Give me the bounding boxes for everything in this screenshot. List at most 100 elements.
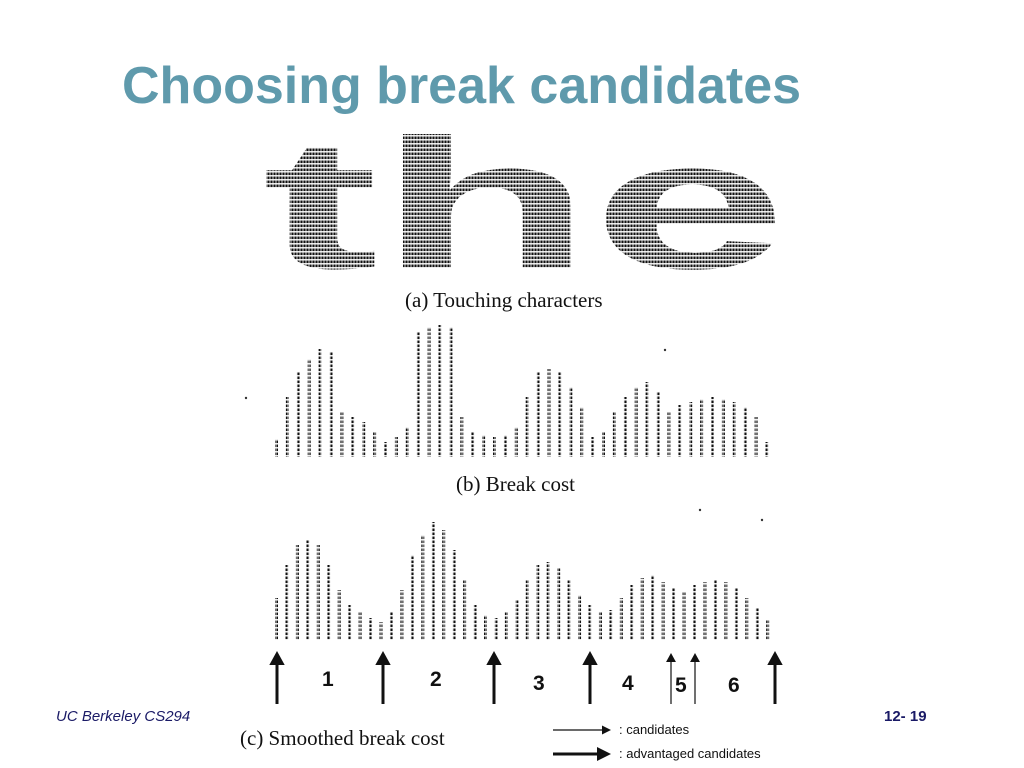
smoothed-break-cost-bar [463, 580, 467, 640]
smoothed-break-cost-bar [672, 588, 676, 640]
smoothed-break-cost-bar [431, 522, 435, 640]
smoothed-break-cost-bar [766, 620, 770, 640]
legend-advantaged-label: : advantaged candidates [619, 746, 761, 761]
smoothed-break-cost-bar [285, 565, 289, 640]
break-cost-bar [678, 405, 682, 457]
break-cost-bar [525, 397, 529, 457]
segment-label-4: 4 [622, 672, 634, 695]
smoothed-break-cost-bar [536, 565, 540, 640]
break-cost-bar [754, 417, 758, 457]
smoothed-break-cost-bar [525, 580, 529, 640]
smoothed-break-cost-bar [484, 615, 487, 640]
smoothed-break-cost-bar [369, 618, 373, 640]
smoothed-break-cost-bar [588, 605, 592, 640]
candidate-arrow-head [666, 653, 676, 662]
break-cost-bar [427, 327, 431, 457]
smoothed-break-cost-bar [358, 612, 362, 640]
break-cost-bar [602, 432, 605, 457]
break-cost-bar [460, 417, 464, 457]
break-cost-bar [482, 435, 486, 457]
break-cost-bar [373, 432, 377, 457]
smoothed-break-cost-bar [316, 545, 320, 640]
break-cost-bar [711, 397, 714, 457]
break-cost-bar [493, 437, 496, 457]
advantaged-candidate-arrow-head [767, 651, 783, 665]
break-cost-bar [667, 412, 671, 457]
slide-title: Choosing break candidates [122, 57, 802, 115]
break-cost-bar [536, 372, 540, 457]
smoothed-break-cost-bar [640, 578, 644, 640]
smoothed-break-cost-bar [734, 588, 738, 640]
caption-smoothed-break-cost: (c) Smoothed break cost [240, 726, 445, 750]
smoothed-break-cost-bar [348, 605, 352, 640]
smoothed-break-cost-bar [682, 592, 686, 640]
break-cost-bar [612, 412, 616, 457]
smoothed-break-cost-bar [693, 585, 696, 640]
break-cost-bar [394, 437, 398, 457]
legend-candidate-arrow-head [602, 725, 611, 735]
smoothed-break-cost-bar [651, 575, 655, 640]
legend-advantaged-arrow-head [597, 747, 611, 761]
scan-speck [698, 508, 702, 512]
break-cost-bar [591, 437, 595, 457]
smoothed-break-cost-bar [703, 582, 707, 640]
smoothed-break-cost-bar [755, 608, 759, 640]
segment-label-3: 3 [533, 672, 545, 695]
footer-page-number: 12- 19 [884, 708, 927, 725]
break-cost-bar [503, 435, 507, 457]
break-cost-bar [623, 397, 627, 457]
break-cost-bar [558, 372, 562, 457]
break-cost-bar [285, 397, 289, 457]
break-cost-bar [700, 399, 704, 457]
break-cost-bar [275, 439, 278, 457]
caption-break-cost: (b) Break cost [456, 472, 575, 496]
segment-label-6: 6 [728, 674, 740, 697]
smoothed-break-cost-bar [609, 610, 613, 640]
smoothed-break-cost-bar [578, 595, 582, 640]
smoothed-break-cost-bar [619, 598, 623, 640]
smoothed-break-cost-bar [494, 618, 498, 640]
segment-label-5: 5 [675, 674, 687, 697]
legend-candidates-label: : candidates [619, 722, 690, 737]
smoothed-break-cost-bar [661, 582, 665, 640]
smoothed-break-cost-bar [452, 550, 456, 640]
break-cost-bar [580, 407, 584, 457]
smoothed-break-cost-bar [410, 555, 414, 640]
smoothed-break-cost-bar [421, 535, 425, 640]
smoothed-break-cost-bar [557, 568, 561, 640]
break-cost-bar [340, 412, 344, 457]
break-cost-bar [405, 427, 409, 457]
candidate-arrows [269, 651, 783, 704]
break-cost-bar [743, 407, 747, 457]
break-cost-bar [296, 372, 300, 457]
break-cost-bar [765, 442, 769, 457]
scan-speck [663, 348, 667, 352]
caption-touching-characters: (a) Touching characters [405, 288, 603, 312]
candidate-arrow-head [690, 653, 700, 662]
smoothed-break-cost-bar [400, 590, 404, 640]
advantaged-candidate-arrow-head [269, 651, 285, 665]
break-cost-bar [721, 399, 725, 457]
smoothed-break-cost-bar [473, 605, 477, 640]
break-cost-bar [645, 382, 649, 457]
segment-label-1: 1 [322, 668, 334, 691]
smoothed-break-cost-bar [546, 562, 550, 640]
break-cost-bar [307, 359, 311, 457]
smoothed-break-cost-bar [295, 545, 299, 640]
smoothed-break-cost-bar [504, 612, 508, 640]
smoothed-break-cost-bar [379, 622, 383, 640]
smoothed-break-cost-bar [630, 585, 634, 640]
break-cost-bar [384, 442, 387, 457]
break-cost-bar [362, 422, 366, 457]
break-cost-bar [514, 427, 518, 457]
break-cost-bar [634, 387, 638, 457]
break-cost-bar [449, 327, 453, 457]
break-cost-bar [569, 387, 573, 457]
smoothed-break-cost-bar [327, 565, 331, 640]
touching-characters-text: the [262, 102, 787, 308]
scan-speck [244, 396, 248, 400]
advantaged-candidate-arrow-head [375, 651, 391, 665]
break-cost-bar [351, 417, 355, 457]
